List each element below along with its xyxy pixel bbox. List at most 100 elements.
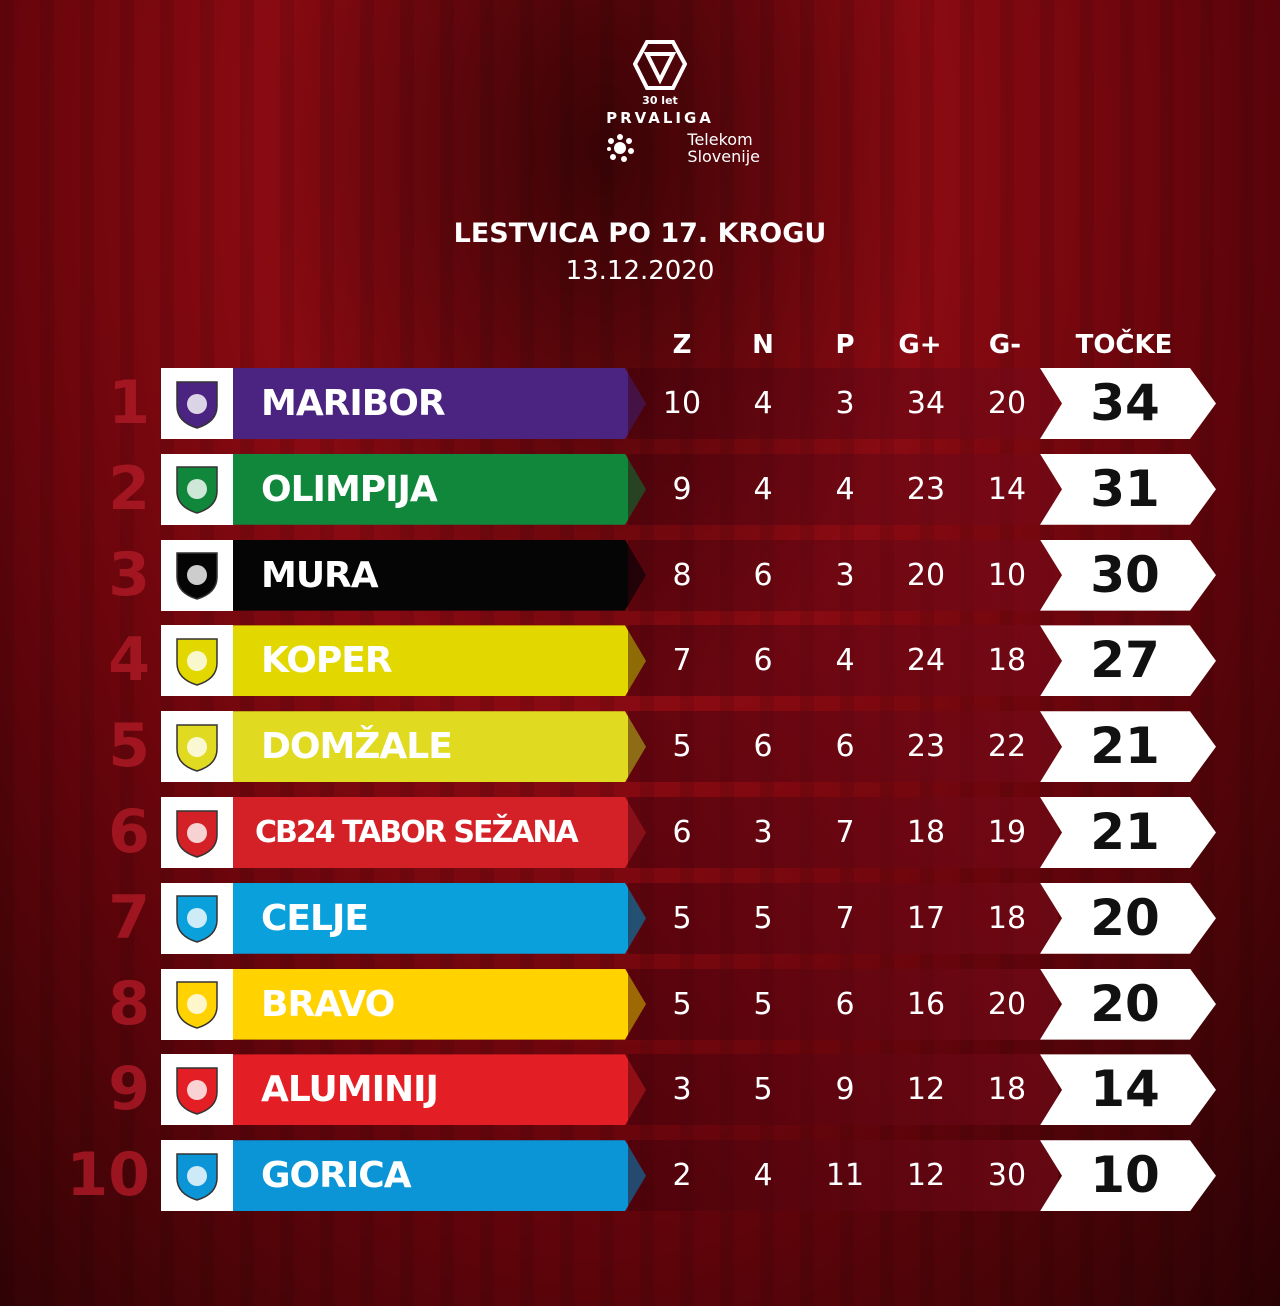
club-crest-icon xyxy=(161,539,233,611)
stat-draws: 4 xyxy=(753,386,773,421)
stats-band xyxy=(628,1054,1058,1126)
stats-band xyxy=(628,1140,1058,1212)
stat-goals-for: 23 xyxy=(906,471,946,507)
stat-goals-against: 14 xyxy=(987,471,1027,507)
stat-goals-against: 20 xyxy=(987,386,1027,421)
rank: 7 xyxy=(108,882,150,953)
team-name: MURA xyxy=(233,539,646,611)
rank: 4 xyxy=(108,625,150,696)
rank: 1 xyxy=(108,368,150,438)
telekom-logo-icon xyxy=(606,134,634,162)
col-header-goals-for: G+ xyxy=(898,330,942,360)
stat-draws: 5 xyxy=(753,1072,773,1108)
rank: 6 xyxy=(108,797,150,867)
sponsor-line2: Slovenije xyxy=(687,147,760,166)
points: 34 xyxy=(1040,368,1216,439)
stat-goals-against: 18 xyxy=(987,900,1027,936)
stat-goals-against: 10 xyxy=(987,557,1027,593)
league-logo: 30 let PRVALIGA Telekom Slovenije xyxy=(560,40,760,165)
club-crest-icon xyxy=(161,368,233,439)
stat-goals-for: 12 xyxy=(906,1158,946,1194)
page-title: LESTVICA PO 17. KROGU xyxy=(453,218,827,249)
stat-wins: 3 xyxy=(672,1072,692,1108)
points: 30 xyxy=(1040,539,1216,611)
table-row: 8 BRAVO 5 5 6 16 20 20 xyxy=(0,968,1280,1040)
stats-band xyxy=(628,625,1058,697)
points: 14 xyxy=(1040,1054,1216,1126)
stat-draws: 6 xyxy=(753,643,773,679)
col-header-draws: N xyxy=(752,330,774,360)
team-name: DOMŽALE xyxy=(233,711,646,783)
club-crest-icon xyxy=(161,453,233,525)
stat-losses: 4 xyxy=(835,643,855,679)
stats-band xyxy=(628,968,1058,1040)
stat-losses: 3 xyxy=(835,557,855,593)
col-header-goals-against: G- xyxy=(988,330,1022,360)
col-header-losses: P xyxy=(835,330,855,360)
stat-wins: 5 xyxy=(672,900,692,936)
prvaliga-emblem-icon xyxy=(633,40,687,90)
table-row: 6 CB24 TABOR SEŽANA 6 3 7 18 19 21 xyxy=(0,797,1280,868)
stat-wins: 2 xyxy=(672,1158,692,1194)
points: 21 xyxy=(1040,711,1216,783)
club-crest-icon xyxy=(161,797,233,868)
stat-goals-for: 18 xyxy=(906,815,946,850)
stats-band xyxy=(628,797,1058,868)
table-row: 10 GORICA 2 4 11 12 30 10 xyxy=(0,1140,1280,1212)
stats-band xyxy=(628,539,1058,611)
team-name: CELJE xyxy=(233,882,646,954)
stat-wins: 6 xyxy=(672,815,692,850)
club-crest-icon xyxy=(161,882,233,954)
stat-losses: 4 xyxy=(835,471,855,507)
stat-draws: 3 xyxy=(753,815,773,850)
team-name: CB24 TABOR SEŽANA xyxy=(233,797,646,868)
table-row: 5 DOMŽALE 5 6 6 23 22 21 xyxy=(0,711,1280,783)
stats-band xyxy=(628,711,1058,783)
stats-band xyxy=(628,882,1058,954)
club-crest-icon xyxy=(161,711,233,783)
stat-goals-against: 30 xyxy=(987,1158,1027,1194)
rank: 3 xyxy=(108,539,150,610)
stat-wins: 8 xyxy=(672,557,692,593)
points: 20 xyxy=(1040,968,1216,1040)
table-row: 9 ALUMINIJ 3 5 9 12 18 14 xyxy=(0,1054,1280,1126)
club-crest-icon xyxy=(161,1140,233,1212)
points: 10 xyxy=(1040,1140,1216,1212)
stat-goals-for: 20 xyxy=(906,557,946,593)
table-row: 7 CELJE 5 5 7 17 18 20 xyxy=(0,882,1280,954)
club-crest-icon xyxy=(161,625,233,697)
stat-goals-for: 16 xyxy=(906,986,946,1022)
stat-goals-for: 34 xyxy=(906,386,946,421)
stat-draws: 6 xyxy=(753,557,773,593)
anniversary-label: 30 let xyxy=(642,94,678,107)
stat-goals-against: 18 xyxy=(987,1072,1027,1108)
stat-goals-against: 22 xyxy=(987,729,1027,765)
stats-band xyxy=(628,453,1058,525)
rank: 2 xyxy=(108,453,150,524)
points: 21 xyxy=(1040,797,1216,868)
stat-losses: 9 xyxy=(835,1072,855,1108)
stat-goals-against: 18 xyxy=(987,643,1027,679)
points: 31 xyxy=(1040,453,1216,525)
sponsor-line1: Telekom xyxy=(687,130,753,149)
team-name: MARIBOR xyxy=(233,368,646,439)
col-header-wins: Z xyxy=(672,330,692,360)
stat-losses: 7 xyxy=(835,815,855,850)
stat-draws: 4 xyxy=(753,1158,773,1194)
league-name: PRVALIGA xyxy=(606,109,714,127)
stat-losses: 7 xyxy=(835,900,855,936)
stat-losses: 6 xyxy=(835,986,855,1022)
rank: 9 xyxy=(108,1054,150,1125)
stat-draws: 5 xyxy=(753,986,773,1022)
stat-draws: 4 xyxy=(753,471,773,507)
col-header-points: TOČKE xyxy=(1075,330,1173,360)
team-name: BRAVO xyxy=(233,968,646,1040)
stat-losses: 11 xyxy=(825,1158,865,1194)
club-crest-icon xyxy=(161,1054,233,1126)
stat-wins: 5 xyxy=(672,986,692,1022)
rank: 5 xyxy=(108,711,150,782)
rank: 8 xyxy=(108,968,150,1039)
stat-wins: 5 xyxy=(672,729,692,765)
table-row: 2 OLIMPIJA 9 4 4 23 14 31 xyxy=(0,453,1280,525)
stat-draws: 5 xyxy=(753,900,773,936)
